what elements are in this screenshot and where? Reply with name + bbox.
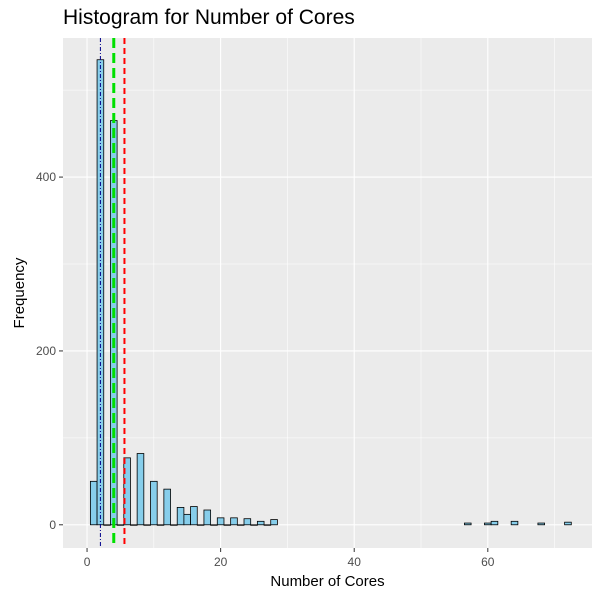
histogram-bar — [464, 522, 472, 526]
histogram-bar — [143, 524, 151, 526]
y-tick-label: 400 — [36, 170, 56, 184]
x-tick-label: 40 — [348, 555, 362, 569]
histogram-bar — [136, 453, 145, 526]
x-axis-title: Number of Cores — [270, 573, 384, 590]
histogram-bar — [196, 524, 205, 526]
histogram-bar — [150, 480, 158, 526]
histogram-bar — [176, 507, 185, 526]
histogram-bar — [170, 524, 178, 526]
y-axis-title: Frequency — [11, 257, 28, 328]
histogram-bar — [250, 524, 258, 526]
histogram-bar — [210, 524, 218, 526]
y-tick-label: 200 — [36, 344, 56, 358]
x-tick-label: 60 — [481, 555, 495, 569]
x-tick-label: 0 — [84, 555, 91, 569]
histogram-bar — [490, 520, 499, 526]
histogram-bar — [223, 524, 232, 526]
histogram-bar — [564, 521, 572, 526]
histogram-bar — [243, 518, 252, 526]
y-tick-label: 0 — [49, 518, 56, 532]
x-tick-label: 20 — [214, 555, 228, 569]
histogram-bar — [163, 488, 171, 526]
chart-title: Histogram for Number of Cores — [63, 6, 355, 29]
histogram-bar — [183, 513, 191, 526]
histogram-bar — [270, 519, 278, 526]
histogram-bar — [156, 524, 165, 526]
histogram-bar — [263, 524, 272, 526]
axes: 0 20 40 60 0 200 400 — [36, 170, 495, 569]
histogram-bar — [216, 517, 225, 526]
histogram-bar — [256, 520, 265, 526]
histogram-bar — [116, 524, 125, 526]
reference-lines — [99, 38, 126, 548]
plot-panel — [63, 38, 592, 548]
histogram-bar — [230, 517, 238, 526]
histogram-bar — [236, 524, 245, 526]
histogram-bar — [203, 509, 212, 526]
histogram-bar — [130, 524, 138, 526]
histogram-bar — [190, 506, 198, 526]
histogram-bar — [537, 522, 545, 526]
histogram-bar — [484, 522, 492, 526]
histogram-bar — [89, 480, 98, 526]
histogram-bar — [510, 520, 519, 526]
histogram-bar — [103, 524, 111, 526]
